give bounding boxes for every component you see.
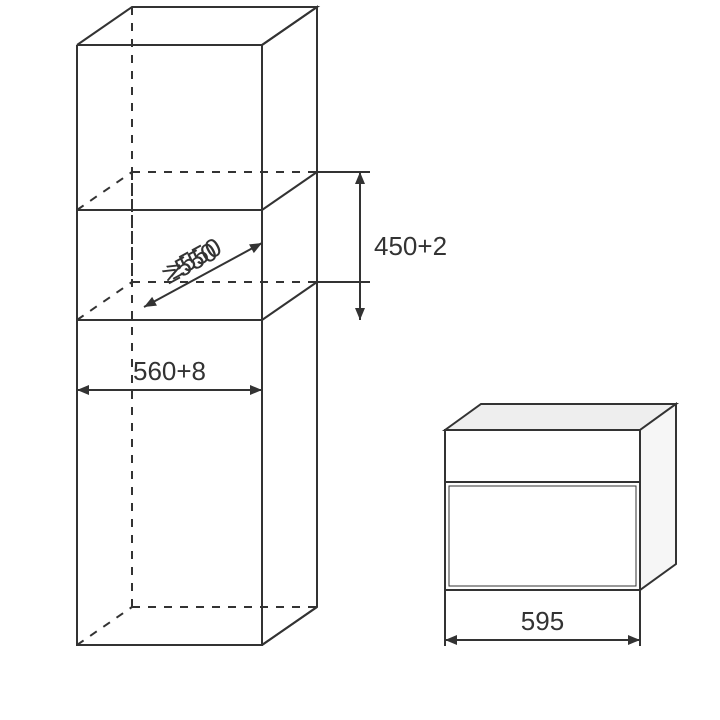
technical-drawing: ≥550≥550560+8450+2≥550595 bbox=[0, 0, 720, 720]
dim-appliance-width: 595 bbox=[521, 606, 564, 636]
dim-cavity-height: 450+2 bbox=[374, 231, 447, 261]
dim-cavity-width: 560+8 bbox=[133, 356, 206, 386]
